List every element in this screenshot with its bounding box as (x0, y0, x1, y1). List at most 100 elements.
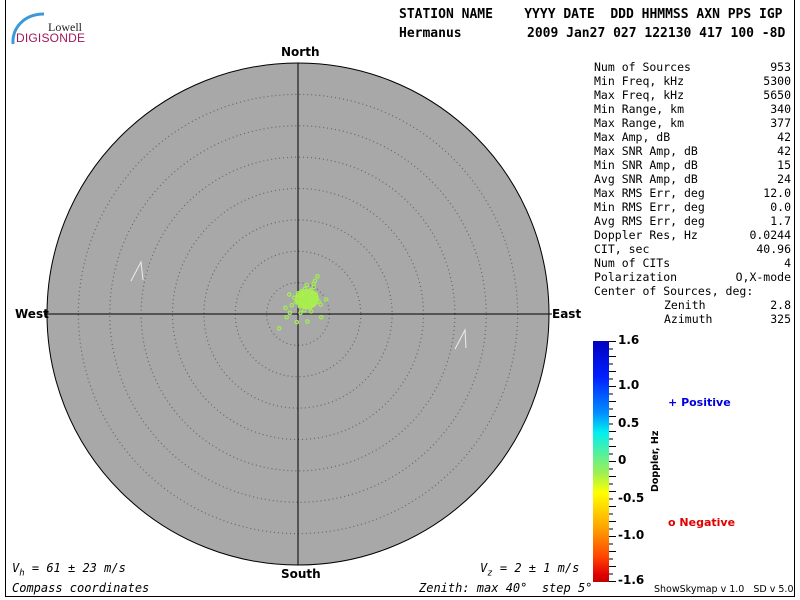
label-west: West (15, 307, 49, 321)
source-point (304, 282, 310, 288)
source-point (287, 310, 293, 316)
stat-label: Avg SNR Amp, dB (594, 172, 698, 186)
stat-label: Max Freq, kHz (594, 88, 685, 102)
stat-label: Num of CITs (594, 256, 671, 270)
stat-row: Min Freq, kHz 5300 (594, 74, 791, 88)
stat-value: 4 (784, 256, 791, 270)
source-point (298, 310, 303, 316)
colorbar-tick-label: -1.6 (618, 573, 645, 587)
colorbar-tick-label: 1.0 (618, 378, 640, 392)
wind-vector-mark (454, 328, 467, 350)
stat-row: Num of CITs 4 (594, 256, 791, 270)
legend-positive: + Positive (668, 396, 731, 409)
source-point (289, 302, 295, 308)
vh-readout: Vh = 61 ± 23 m/s (12, 561, 126, 579)
station-name: Hermanus (399, 26, 462, 41)
logo-lowell: Lowell (48, 20, 82, 34)
source-point (286, 292, 292, 297)
stat-value: 42 (777, 130, 791, 144)
label-south: South (281, 567, 321, 581)
source-point (313, 291, 318, 297)
source-point (318, 302, 323, 307)
stat-value: O,X-mode (735, 270, 791, 284)
stat-label: Max Amp, dB (594, 130, 671, 144)
frame-right (794, 0, 795, 46)
center-azimuth: Azimuth 325 (664, 312, 791, 326)
stat-label: CIT, sec (594, 242, 650, 256)
stat-value: 340 (770, 102, 791, 116)
frame-left (5, 0, 6, 46)
stat-value: 5300 (763, 74, 791, 88)
stat-row: Avg SNR Amp, dB 24 (594, 172, 791, 186)
stat-value: 0.0 (770, 200, 791, 214)
stat-value: 40.96 (756, 242, 791, 256)
version-info: ShowSkymap v 1.0 SD v 5.0 (654, 584, 794, 595)
logo-swoosh-icon (11, 12, 45, 45)
label-north: North (281, 45, 320, 59)
source-point (298, 297, 304, 303)
stat-value: 15 (777, 158, 791, 172)
header-labels: STATION NAME YYYY DATE DDD HHMMSS AXN PP… (399, 7, 783, 22)
stat-label: Min RMS Err, deg (594, 200, 705, 214)
stat-value: 42 (777, 144, 791, 158)
source-point (308, 309, 314, 314)
stat-value: 0.0244 (749, 228, 791, 242)
doppler-colorbar (593, 341, 609, 582)
stat-label: Max SNR Amp, dB (594, 144, 698, 158)
source-point (284, 314, 290, 320)
source-point (294, 319, 300, 325)
source-point (302, 286, 308, 292)
source-point (301, 307, 307, 313)
stat-row: Num of Sources 953 (594, 60, 791, 74)
stat-row: Min RMS Err, deg 0.0 (594, 200, 791, 214)
source-point (306, 296, 311, 302)
source-point (276, 326, 282, 331)
stat-row: Max RMS Err, deg 12.0 (594, 186, 791, 200)
source-point (311, 281, 316, 287)
stat-row: Max Freq, kHz 5650 (594, 88, 791, 102)
logo-digisonde: DIGISONDE (16, 31, 86, 45)
stat-value: 377 (770, 116, 791, 130)
stat-row: Polarization O,X-mode (594, 270, 791, 284)
stat-label: Min Range, km (594, 102, 685, 116)
source-point (303, 300, 308, 306)
stat-row: Max Range, km 377 (594, 116, 791, 130)
center-title: Center of Sources, deg: (594, 284, 754, 298)
source-point (323, 297, 329, 302)
source-point (293, 299, 299, 305)
stat-row: Max Amp, dB 42 (594, 130, 791, 144)
colorbar-tick-label: 0 (618, 453, 627, 467)
stat-row: Min Range, km 340 (594, 102, 791, 116)
source-point (283, 305, 288, 311)
header-values: 2009 Jan27 027 122130 417 100 -8D (527, 26, 786, 41)
source-point (305, 319, 310, 324)
stat-label: Min Freq, kHz (594, 74, 685, 88)
stat-row: Doppler Res, Hz 0.0244 (594, 228, 791, 242)
stat-label: Num of Sources (594, 60, 691, 74)
stat-label: Polarization (594, 270, 678, 284)
source-point (318, 314, 324, 320)
stat-row: Avg RMS Err, deg 1.7 (594, 214, 791, 228)
source-point (297, 304, 303, 309)
stat-label: Min SNR Amp, dB (594, 158, 698, 172)
coordinate-system: Compass coordinates (12, 581, 150, 595)
source-point (295, 290, 301, 296)
source-point (310, 298, 316, 304)
stat-value: 5650 (763, 88, 791, 102)
stat-row: Min SNR Amp, dB 15 (594, 158, 791, 172)
stat-value: 24 (777, 172, 791, 186)
zenith-scale: Zenith: max 40° step 5° (419, 581, 593, 595)
source-point (301, 297, 306, 302)
plot-frame (5, 46, 795, 597)
source-point (307, 305, 313, 311)
stat-label: Doppler Res, Hz (594, 228, 698, 242)
vz-readout: Vz = 2 ± 1 m/s (480, 561, 580, 579)
source-point (308, 287, 313, 293)
colorbar-tick-label: 0.5 (618, 415, 640, 430)
source-point (315, 274, 320, 279)
wind-vector-mark (130, 260, 144, 282)
stat-value: 953 (770, 60, 791, 74)
stat-row: Max SNR Amp, dB 42 (594, 144, 791, 158)
stats-panel: Num of Sources 953 Min Freq, kHz 5300 Max Fr… (594, 60, 791, 326)
